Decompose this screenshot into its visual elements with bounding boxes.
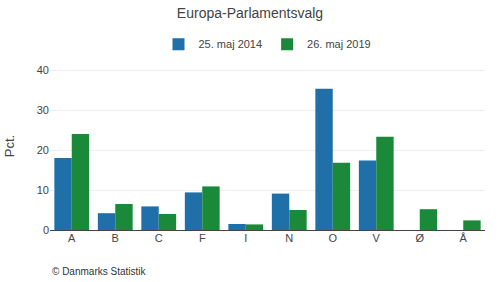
svg-text:Å: Å [460, 232, 468, 244]
svg-text:Pct.: Pct. [2, 135, 17, 157]
svg-text:© Danmarks Statistik: © Danmarks Statistik [52, 266, 147, 277]
svg-text:10: 10 [37, 184, 49, 196]
svg-text:C: C [155, 232, 163, 244]
svg-text:I: I [244, 232, 247, 244]
svg-text:O: O [328, 232, 337, 244]
svg-text:V: V [373, 232, 381, 244]
svg-text:0: 0 [43, 224, 49, 236]
svg-text:30: 30 [37, 104, 49, 116]
svg-text:B: B [112, 232, 119, 244]
svg-text:26. maj 2019: 26. maj 2019 [307, 38, 371, 50]
svg-text:N: N [285, 232, 293, 244]
svg-text:20: 20 [37, 144, 49, 156]
svg-text:Ø: Ø [415, 232, 424, 244]
svg-text:Europa-Parlamentsvalg: Europa-Parlamentsvalg [177, 5, 323, 21]
svg-text:F: F [199, 232, 206, 244]
svg-text:A: A [68, 232, 76, 244]
svg-text:25. maj 2014: 25. maj 2014 [199, 38, 263, 50]
svg-text:40: 40 [37, 64, 49, 76]
